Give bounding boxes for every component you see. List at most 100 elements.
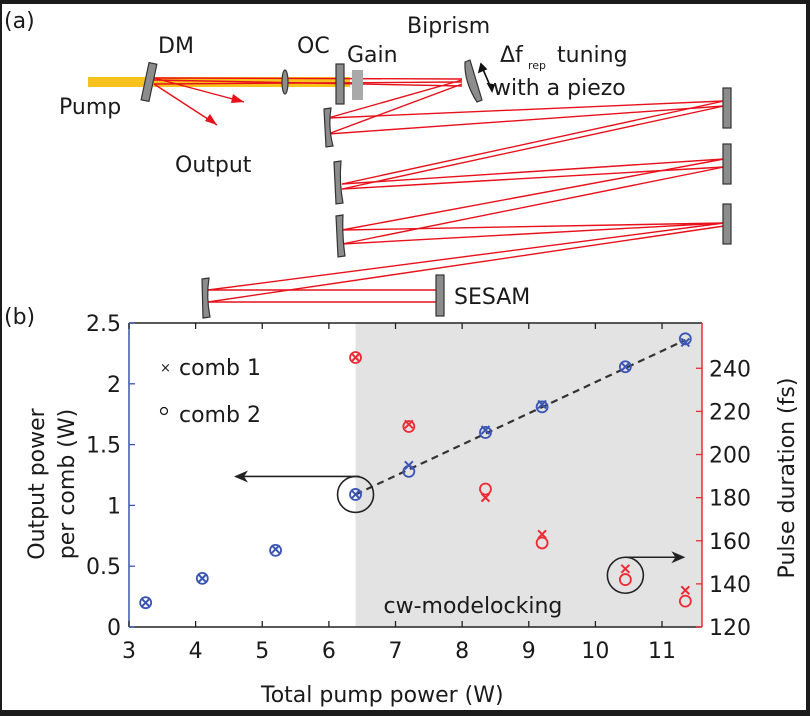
y2-tick-label: 160: [709, 530, 751, 555]
y-axis-label-line2: per comb (W): [55, 409, 80, 559]
curved-mirror-3: [335, 214, 346, 258]
marker-x: [537, 529, 547, 539]
cw-modelocking-label: cw-modelocking: [384, 594, 563, 619]
pump-label: Pump: [59, 95, 121, 120]
flat-mirror-1: [722, 87, 732, 129]
marker-o: [402, 420, 416, 433]
marker-o: [535, 400, 549, 414]
beam-segment: [207, 222, 725, 291]
marker-o: [678, 594, 692, 608]
flat-mirror-2: [722, 143, 732, 185]
marker-x: [680, 337, 691, 348]
y-tick-label: 1: [107, 494, 121, 519]
x-tick-label: 11: [648, 639, 676, 664]
beam-segment: [153, 77, 463, 80]
beam-segment: [153, 81, 463, 85]
gain-label: Gain: [347, 43, 398, 68]
marker-x: [350, 489, 361, 500]
power-chart: (b) 3 4 5 6 7 8 9 10 11 0 0.5 1 1.5 2 2.5 120 140 160 180 2…: [4, 305, 800, 708]
setup-diagram: (a): [4, 9, 732, 319]
curved-mirror-1: [323, 107, 334, 148]
biprism: [464, 59, 483, 103]
pump-beam: [88, 77, 350, 87]
beam-segment: [341, 105, 725, 190]
panel-b-label: (b): [4, 305, 35, 330]
output-coupler-lens: [281, 69, 289, 95]
annotations: [234, 470, 686, 595]
rep-subscript: rep: [528, 59, 546, 72]
piezo-arrow-icon: [477, 62, 496, 93]
beam-segment: [341, 222, 725, 245]
beam-segment: [341, 222, 725, 231]
marker-x: [197, 573, 207, 584]
marker-x: [620, 564, 631, 574]
marker-o: [618, 360, 632, 374]
x-tick-label: 4: [189, 639, 203, 664]
y-axis-label-line1: Output power: [25, 407, 50, 559]
legend-label-comb1: comb 1: [179, 356, 261, 381]
biprism-label: Biprism: [407, 14, 490, 39]
axes: 3 4 5 6 7 8 9 10 11 0 0.5 1 1.5 2 2.5 120 140 160 180 200 22…: [86, 312, 751, 664]
marker-o: [269, 543, 282, 557]
curved-mirror-2: [333, 160, 344, 205]
y2-tick-label: 180: [709, 487, 751, 512]
y-tick-label: 1.5: [86, 434, 121, 459]
sesam-mirror: [435, 274, 445, 317]
output-arrow-head: [231, 94, 244, 103]
arrow-left-icon: [234, 470, 248, 483]
marker-x: [140, 597, 151, 608]
output-arrow-head: [205, 114, 217, 125]
output-label: Output: [175, 153, 252, 178]
legend-marker-o-icon: [159, 406, 169, 416]
y2-tick-label: 120: [709, 616, 751, 641]
marker-o: [479, 426, 492, 439]
x-tick-label: 3: [122, 639, 136, 664]
cw-modelocking-region: [355, 323, 702, 627]
y-tick-label: 0: [107, 616, 121, 641]
panel-a-label: (a): [4, 9, 35, 34]
figure-svg: (a): [4, 9, 800, 708]
flat-mirror-3: [722, 203, 732, 245]
y-tick-label: 2.5: [86, 312, 121, 337]
marker-o: [349, 488, 362, 501]
x-tick-label: 10: [581, 639, 609, 664]
marker-x: [350, 352, 361, 363]
data-markers: [139, 332, 692, 610]
marker-o: [195, 571, 209, 585]
y2-axis-label: Pulse duration (fs): [775, 378, 800, 579]
marker-x: [620, 362, 631, 372]
gain-medium: [352, 70, 363, 100]
beam-segment: [341, 166, 725, 245]
output-beam-2: [153, 83, 218, 126]
oc-label: OC: [297, 34, 330, 59]
beam-segment: [327, 83, 463, 135]
arrow-right-icon: [671, 551, 686, 564]
curved-mirror-4: [201, 277, 211, 319]
piezo-label: with a piezo: [493, 76, 626, 101]
legend-marker-x-icon: ×: [160, 361, 171, 376]
y2-tick-label: 220: [709, 400, 751, 425]
marker-o: [139, 596, 153, 610]
x-tick-label: 9: [522, 639, 536, 664]
beam-segment: [341, 158, 725, 231]
figure-canvas: (a): [2, 4, 806, 710]
marker-o: [678, 332, 692, 346]
marker-o: [618, 573, 632, 586]
tuning-label: tuning: [557, 43, 628, 68]
beam-segment: [327, 79, 463, 119]
y-tick-label: 0.5: [86, 555, 121, 580]
output-coupler: [335, 63, 345, 105]
marker-o: [535, 536, 549, 550]
x-tick-label: 7: [389, 639, 403, 664]
marker-o: [349, 351, 362, 364]
x-tick-label: 8: [455, 639, 469, 664]
y2-tick-label: 200: [709, 444, 751, 469]
beam-segment: [341, 100, 725, 185]
x-tick-label: 6: [322, 639, 336, 664]
y2-tick-label: 240: [709, 357, 751, 382]
output-beam-1: [153, 77, 245, 103]
beam-segment: [327, 105, 725, 135]
x-axis-label: Total pump power (W): [260, 683, 504, 708]
dm-label: DM: [158, 34, 194, 59]
